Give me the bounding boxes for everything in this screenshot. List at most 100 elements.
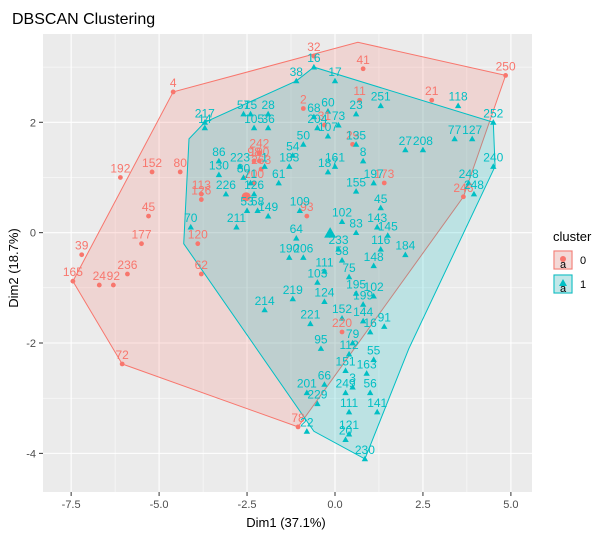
point-label: 161 <box>325 150 345 164</box>
point-label: 246 <box>453 181 473 195</box>
point-label: 121 <box>339 418 359 432</box>
data-point-cluster-1 <box>314 124 321 131</box>
point-label: 233 <box>328 233 348 247</box>
data-point-cluster-1 <box>303 389 311 396</box>
point-label: 152 <box>142 156 162 170</box>
data-point-cluster-1 <box>359 317 367 324</box>
data-point-cluster-0 <box>429 97 435 103</box>
data-point-cluster-1 <box>187 223 194 230</box>
data-point-cluster-0 <box>381 180 387 186</box>
data-point-cluster-0 <box>70 278 76 284</box>
point-label: 219 <box>283 283 303 297</box>
cluster-center-0 <box>241 192 251 202</box>
point-label: 148 <box>364 250 384 264</box>
point-label: 151 <box>336 355 356 369</box>
x-tick-label: 5.0 <box>503 499 518 511</box>
data-point-cluster-1 <box>468 135 476 142</box>
point-label: 105 <box>244 112 264 126</box>
point-label: 100 <box>249 145 269 159</box>
point-label: 126 <box>191 184 211 198</box>
data-point-cluster-0 <box>304 213 310 219</box>
point-label: 211 <box>227 211 246 225</box>
data-point-cluster-1 <box>402 146 409 153</box>
point-label: 75 <box>342 261 356 275</box>
point-label: 236 <box>117 258 137 272</box>
point-label: 152 <box>332 302 352 316</box>
cluster-hulls <box>72 41 507 460</box>
point-label: 102 <box>364 280 384 294</box>
data-point-cluster-0 <box>119 361 125 367</box>
point-label: 113 <box>192 178 211 192</box>
data-point-cluster-0 <box>198 197 204 202</box>
point-label: 22 <box>300 415 314 429</box>
point-label: 92 <box>107 269 121 283</box>
point-label: 45 <box>374 192 388 206</box>
data-point-cluster-0 <box>357 97 363 103</box>
data-point-cluster-1 <box>470 190 478 197</box>
data-point-cluster-1 <box>264 212 272 219</box>
data-point-cluster-0 <box>139 241 144 247</box>
data-point-cluster-1 <box>349 339 356 346</box>
data-point-cluster-1 <box>451 135 458 142</box>
point-label: 220 <box>332 316 352 330</box>
point-label: 192 <box>110 161 130 175</box>
point-label: 72 <box>115 348 129 362</box>
point-label: 173 <box>374 167 394 181</box>
data-point-cluster-1 <box>361 455 369 462</box>
data-point-cluster-0 <box>322 122 327 128</box>
data-point-cluster-1 <box>338 257 346 263</box>
point-label: 55 <box>367 344 381 358</box>
point-label: 36 <box>261 112 275 126</box>
point-label: 201 <box>297 377 317 391</box>
point-label: 58 <box>251 195 265 209</box>
data-point-cluster-1 <box>240 110 247 117</box>
point-label: 190 <box>279 241 299 255</box>
point-label: 155 <box>346 175 366 189</box>
point-label: 91 <box>378 310 392 324</box>
point-label: 80 <box>237 161 251 175</box>
data-point-cluster-1 <box>317 345 325 351</box>
point-label: 64 <box>290 222 304 236</box>
point-label: 41 <box>356 53 370 67</box>
point-label: 145 <box>378 219 398 233</box>
point-label: 86 <box>212 145 226 159</box>
data-point-cluster-0 <box>311 53 317 59</box>
point-label: 221 <box>300 308 320 322</box>
data-point-cluster-1 <box>250 124 258 131</box>
point-label: 149 <box>258 200 278 214</box>
point-label: 116 <box>371 233 390 247</box>
data-point-cluster-1 <box>314 279 321 285</box>
point-label: 263 <box>251 153 271 167</box>
cluster-hull-0 <box>72 41 507 428</box>
point-label: 118 <box>449 90 468 104</box>
data-point-cluster-1 <box>286 163 293 169</box>
point-label: 130 <box>209 159 229 173</box>
point-label: 251 <box>371 90 391 104</box>
point-label: 248 <box>459 167 479 181</box>
data-point-cluster-0 <box>117 175 123 180</box>
chart-title: DBSCAN Clustering <box>12 11 155 28</box>
data-point-cluster-1 <box>338 218 346 225</box>
data-point-cluster-0 <box>256 158 262 164</box>
point-label: 4 <box>170 76 177 90</box>
plot-panel <box>43 34 532 492</box>
legend-label: 1 <box>580 279 586 291</box>
data-point-cluster-0 <box>339 329 345 335</box>
point-label: 252 <box>483 106 503 120</box>
data-points <box>70 53 509 462</box>
data-point-cluster-1 <box>370 262 377 269</box>
point-label: 163 <box>357 357 377 371</box>
legend-key-glyph: a <box>560 259 567 271</box>
data-point-cluster-0 <box>177 169 183 175</box>
grid-lines <box>43 34 532 492</box>
point-label: 28 <box>261 98 275 112</box>
point-label: 195 <box>346 277 366 291</box>
point-label: 24 <box>93 269 107 283</box>
data-point-cluster-1 <box>490 119 497 125</box>
data-point-cluster-1 <box>215 171 223 178</box>
x-tick-label: 0.0 <box>327 499 342 511</box>
point-label: 60 <box>321 95 335 109</box>
point-label: 15 <box>244 98 258 112</box>
point-label: 45 <box>142 200 156 214</box>
data-point-cluster-1 <box>261 306 268 313</box>
